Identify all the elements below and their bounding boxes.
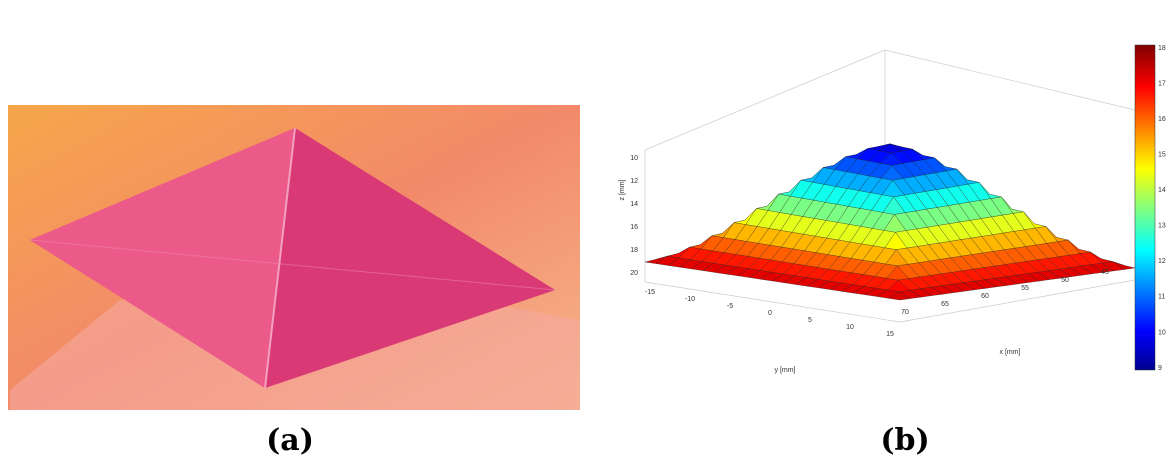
y-tick-label: -5 bbox=[727, 303, 733, 310]
x-tick-label: 65 bbox=[941, 301, 949, 308]
y-tick-label: 5 bbox=[808, 317, 812, 324]
caption: (b) bbox=[880, 423, 929, 458]
colorbar-tick-label: 9 bbox=[1158, 365, 1162, 372]
colorbar-tick-label: 11 bbox=[1158, 294, 1165, 301]
z-tick-label: 14 bbox=[630, 201, 638, 208]
colorbar-tick-label: 16 bbox=[1158, 116, 1166, 123]
z-axis-label: z [mm] bbox=[619, 179, 626, 200]
z-tick-label: 20 bbox=[630, 270, 638, 277]
colorbar-tick-label: 17 bbox=[1158, 80, 1166, 87]
x-tick-label: 60 bbox=[981, 293, 989, 300]
x-axis-label: x [mm] bbox=[1000, 349, 1021, 356]
page: (a) (b) 10 12 14 16 18 20 z [mm] -15 -10 -5 0 5 10 15… bbox=[0, 0, 1169, 476]
colorbar-tick-label: 18 bbox=[1158, 45, 1166, 52]
z-tick-label: 12 bbox=[630, 178, 638, 185]
y-tick-label: 0 bbox=[768, 310, 772, 317]
colorbar-tick-label: 10 bbox=[1158, 329, 1166, 336]
y-axis-label: y [mm] bbox=[775, 367, 796, 374]
y-tick-label: 15 bbox=[886, 331, 894, 338]
colorbar-tick-label: 13 bbox=[1158, 223, 1166, 230]
z-tick-label: 16 bbox=[630, 224, 638, 231]
x-tick-label: 70 bbox=[901, 309, 909, 316]
y-tick-label: 10 bbox=[846, 324, 854, 331]
colorbar-tick-label: 12 bbox=[1158, 258, 1166, 265]
z-tick-label: 18 bbox=[630, 247, 638, 254]
y-tick-label: -15 bbox=[645, 289, 655, 296]
colorbar-tick-label: 15 bbox=[1158, 152, 1166, 159]
y-tick-label: -10 bbox=[685, 296, 695, 303]
colorbar bbox=[1135, 45, 1155, 370]
x-tick-label: 50 bbox=[1061, 277, 1069, 284]
photo bbox=[8, 105, 580, 410]
figure: (a) (b) 10 12 14 16 18 20 z [mm] -15 -10 -5 0 5 10 15… bbox=[0, 0, 1169, 476]
x-tick-label: 45 bbox=[1101, 269, 1109, 276]
colorbar-tick-label: 14 bbox=[1158, 187, 1166, 194]
caption: (a) bbox=[266, 423, 314, 458]
x-tick-label: 55 bbox=[1021, 285, 1029, 292]
z-tick-label: 10 bbox=[630, 155, 638, 162]
